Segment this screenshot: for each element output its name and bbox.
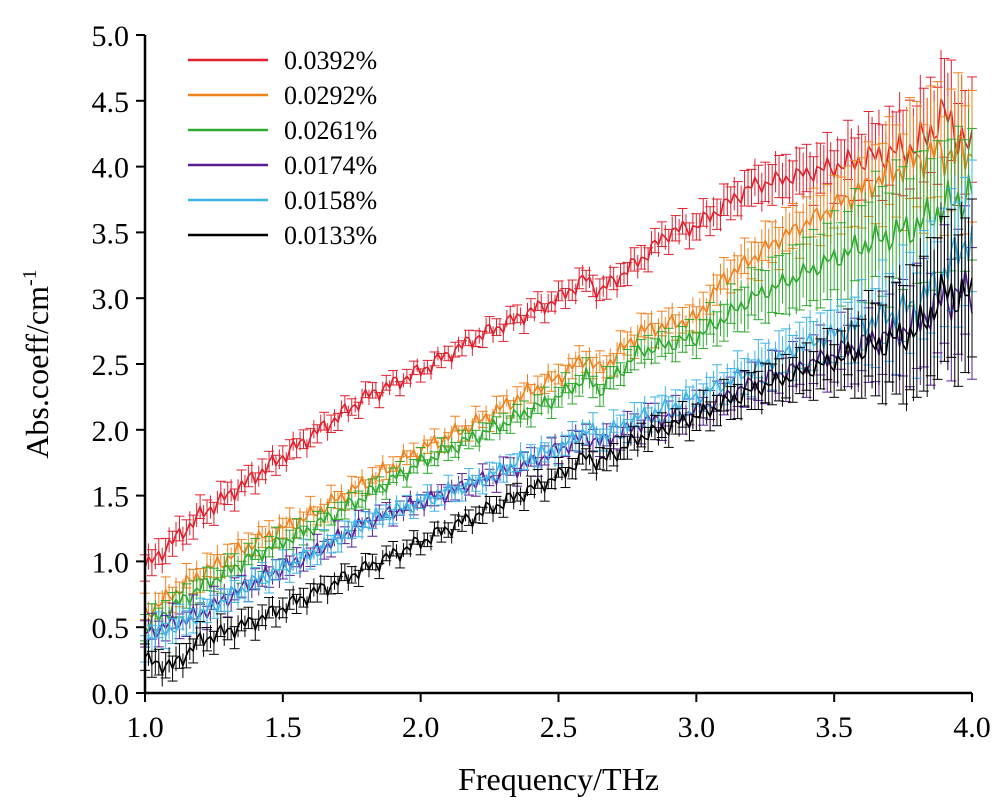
- legend-label: 0.0158%: [284, 186, 377, 215]
- x-axis-title: Frequency/THz: [458, 761, 659, 797]
- series-line: [144, 133, 973, 619]
- x-tick-label: 1.0: [126, 711, 164, 744]
- series-0.0133%: [140, 198, 977, 687]
- y-tick-label: 2.5: [92, 349, 130, 382]
- y-tick-label: 4.5: [92, 86, 130, 119]
- series-line: [144, 273, 973, 677]
- y-axis-title-superscript: -1: [19, 269, 41, 286]
- axes: 1.0 1.5 2.0 2.5 3.0 3.5 4.0 0.0 0.5 1.0 1.5 2.0 2.5…: [92, 20, 991, 744]
- y-tick-label: 4.0: [92, 152, 130, 185]
- y-tick-label: 3.0: [92, 283, 130, 316]
- legend-label: 0.0133%: [284, 221, 377, 250]
- x-tick-label: 4.0: [953, 711, 991, 744]
- legend-label: 0.0292%: [284, 81, 377, 110]
- y-tick-label: 0.5: [92, 612, 130, 645]
- y-tick-label: 1.0: [92, 546, 130, 579]
- y-tick-label: 1.5: [92, 481, 130, 514]
- x-ticks: 1.0 1.5 2.0 2.5 3.0 3.5 4.0: [126, 693, 991, 744]
- series-line: [144, 174, 973, 634]
- y-ticks: 0.0 0.5 1.0 1.5 2.0 2.5 3.0 3.5 4.0 4.5 5.0: [92, 20, 145, 711]
- series-line: [144, 225, 973, 650]
- legend-label: 0.0174%: [284, 151, 377, 180]
- y-tick-label: 5.0: [92, 20, 130, 53]
- y-tick-label: 0.0: [92, 678, 130, 711]
- legend-label: 0.0392%: [284, 46, 377, 75]
- x-tick-label: 1.5: [264, 711, 302, 744]
- legend-label: 0.0261%: [284, 116, 377, 145]
- y-axis-title-main: Abs.coeff/cm: [19, 286, 55, 459]
- plot-area: [140, 49, 977, 687]
- y-tick-label: 2.0: [92, 415, 130, 448]
- x-tick-label: 2.5: [540, 711, 578, 744]
- x-tick-label: 3.5: [815, 711, 853, 744]
- y-axis-title: Abs.coeff/cm-1: [19, 269, 55, 458]
- legend: 0.0392% 0.0292% 0.0261% 0.0174% 0.0158% 0.013…: [188, 46, 377, 250]
- y-tick-label: 3.5: [92, 217, 130, 250]
- x-tick-label: 2.0: [402, 711, 440, 744]
- x-tick-label: 3.0: [678, 711, 716, 744]
